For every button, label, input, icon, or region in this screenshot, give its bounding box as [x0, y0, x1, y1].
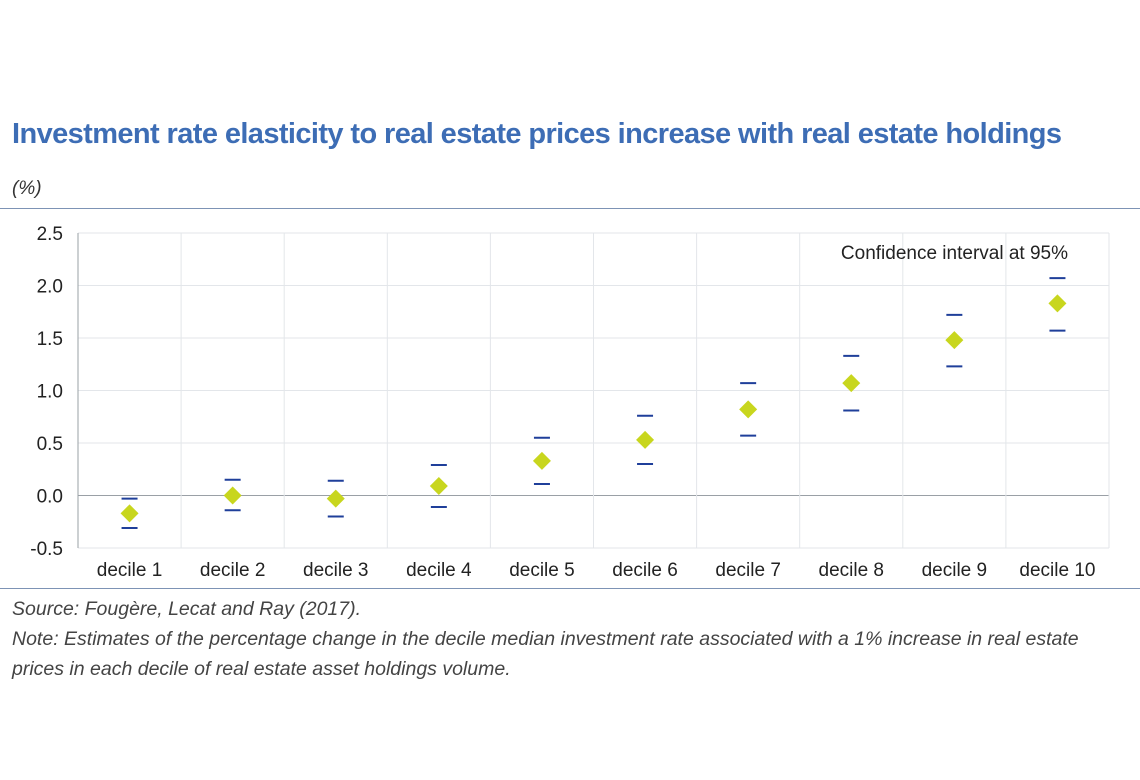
top-rule — [0, 208, 1140, 209]
data-point-diamond — [532, 451, 551, 470]
x-tick-label: decile 8 — [819, 560, 885, 581]
legend-annotation: Confidence interval at 95% — [841, 243, 1068, 264]
y-tick-label: 0.5 — [37, 434, 63, 455]
y-tick-label: -0.5 — [30, 539, 63, 560]
y-tick-label: 1.0 — [37, 382, 63, 403]
bottom-rule — [0, 588, 1140, 589]
x-axis-ticks: decile 1 decile 2 decile 3 decile 4 decile 5… — [97, 560, 1096, 581]
x-tick-label: decile 1 — [97, 560, 163, 581]
data-point-diamond — [120, 504, 139, 523]
grid-lines — [77, 232, 1110, 549]
data-point-diamond — [842, 374, 861, 393]
explanatory-note: Note: Estimates of the percentage change… — [12, 628, 1079, 680]
data-point-diamond — [223, 486, 242, 505]
data-points — [120, 294, 1067, 523]
y-tick-label: 2.0 — [37, 277, 63, 298]
y-tick-label: 1.5 — [37, 329, 63, 350]
x-tick-label: decile 4 — [406, 560, 472, 581]
footnotes: Source: Fougère, Lecat and Ray (2017). N… — [12, 594, 1132, 684]
x-tick-label: decile 7 — [715, 560, 781, 581]
data-point-diamond — [636, 430, 655, 449]
data-point-diamond — [1048, 294, 1067, 313]
data-point-diamond — [945, 331, 964, 350]
y-tick-label: 2.5 — [37, 224, 63, 245]
x-tick-label: decile 2 — [200, 560, 266, 581]
y-tick-label: 0.0 — [37, 487, 63, 508]
y-axis-unit: (%) — [12, 178, 42, 199]
source-note: Source: Fougère, Lecat and Ray (2017). — [12, 598, 362, 620]
x-tick-label: decile 3 — [303, 560, 369, 581]
x-tick-label: decile 6 — [612, 560, 678, 581]
data-point-diamond — [429, 477, 448, 496]
x-tick-label: decile 10 — [1019, 560, 1095, 581]
data-point-diamond — [326, 489, 345, 508]
data-point-diamond — [739, 400, 758, 419]
x-tick-label: decile 9 — [922, 560, 988, 581]
confidence-intervals — [121, 277, 1066, 530]
x-tick-label: decile 5 — [509, 560, 575, 581]
chart-title: Investment rate elasticity to real estat… — [12, 118, 1062, 150]
y-axis-ticks: 2.5 2.0 1.5 1.0 0.5 0.0 -0.5 — [30, 224, 63, 560]
